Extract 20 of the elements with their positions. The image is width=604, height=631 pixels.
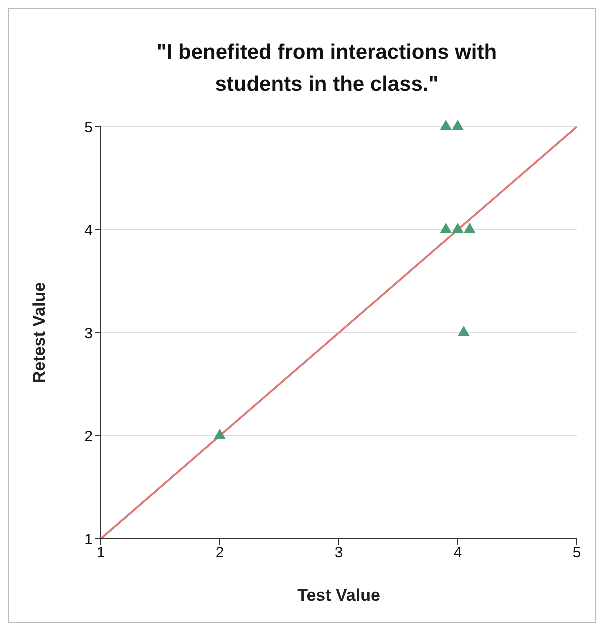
x-tick-label: 1 — [96, 544, 106, 562]
point — [214, 428, 226, 440]
point — [464, 222, 476, 234]
x-axis-title: Test Value — [298, 586, 380, 605]
point — [452, 120, 464, 131]
y-tick-label: 4 — [84, 222, 93, 240]
point — [452, 222, 464, 234]
x-tick-label: 5 — [572, 544, 582, 562]
x-tick-label: 4 — [454, 544, 462, 562]
y-tick-label: 5 — [84, 119, 93, 136]
x-tick-label: 3 — [334, 544, 344, 562]
point — [458, 326, 470, 337]
y-tick-label: 2 — [84, 428, 93, 446]
x-tick-label: 2 — [216, 544, 224, 562]
y-tick-label: 1 — [84, 531, 93, 548]
y-tick-label: 3 — [84, 325, 93, 342]
point — [440, 222, 452, 234]
chart-title: "I benefited from interactions with students in the class." — [156, 40, 498, 98]
y-axis-title: Retest Value — [30, 282, 50, 384]
point — [440, 120, 452, 131]
